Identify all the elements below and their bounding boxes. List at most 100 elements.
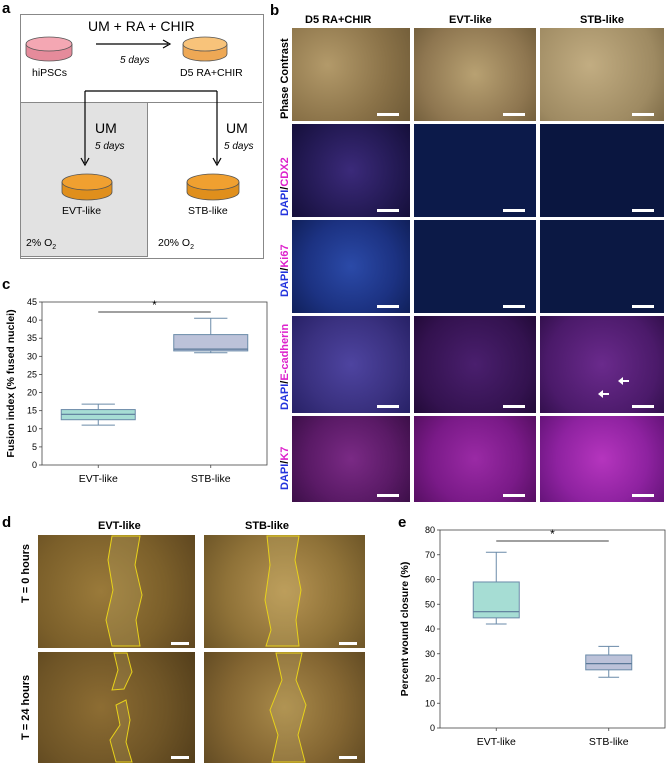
- micrograph-cdx2-d5: [292, 124, 410, 217]
- y-tick-label: 20: [27, 388, 37, 398]
- y-tick-label: 50: [425, 599, 435, 609]
- y-tick-label: 10: [27, 424, 37, 434]
- y-tick-label: 40: [425, 624, 435, 634]
- hipsc-label: hiPSCs: [32, 67, 68, 79]
- x-tick-label: EVT-like: [79, 473, 118, 485]
- hipsc-dish-icon: [25, 36, 73, 62]
- wound-outline-evt-24h: [109, 652, 133, 763]
- y-tick-label: 5: [32, 442, 37, 452]
- evt-dish-icon: [61, 173, 113, 201]
- significance-star: *: [550, 527, 555, 541]
- micrograph-phase-evt: [414, 28, 536, 121]
- stb-result-label: STB-like: [188, 205, 228, 217]
- wound-outline-stb-0h: [264, 535, 302, 647]
- y-axis-label: Percent wound closure (%): [399, 562, 411, 697]
- y-tick-label: 20: [425, 674, 435, 684]
- micrograph-k7-d5: [292, 416, 410, 502]
- box-STB-like: [585, 654, 633, 671]
- hypoxia-label: 2% O2: [26, 237, 57, 252]
- d5-dish-icon: [182, 36, 228, 62]
- panel-label-d: d: [2, 514, 12, 531]
- scale-bar: [377, 494, 399, 497]
- scale-bar: [503, 113, 525, 116]
- micrograph-ki67-d5: [292, 220, 410, 313]
- y-tick-label: 10: [425, 698, 435, 708]
- y-tick-label: 0: [430, 723, 435, 733]
- scale-bar: [377, 113, 399, 116]
- panel-label-e: e: [398, 514, 407, 531]
- arrow-left-icon: [618, 377, 629, 385]
- scale-bar: [503, 405, 525, 408]
- evt-result-label: EVT-like: [62, 205, 102, 217]
- scale-bar: [503, 305, 525, 308]
- scale-bar: [377, 305, 399, 308]
- y-tick-label: 70: [425, 550, 435, 560]
- left-duration-label: 5 days: [95, 141, 125, 152]
- scale-bar: [503, 494, 525, 497]
- d-col-header-evt: EVT-like: [98, 520, 141, 532]
- x-tick-label: STB-like: [191, 473, 231, 485]
- right-medium-label: UM: [226, 120, 248, 136]
- scale-bar: [632, 494, 654, 497]
- chart-wound-closure: 0 10 20 30 40 50 60 70 80 Percent wound closure (…: [399, 525, 666, 748]
- y-tick-label: 40: [27, 315, 37, 325]
- scale-bar: [171, 642, 189, 645]
- y-tick-label: 25: [27, 369, 37, 379]
- left-medium-label: UM: [95, 120, 117, 136]
- arrow-right-icon: [96, 39, 172, 49]
- y-tick-label: 15: [27, 406, 37, 416]
- stb-dish-icon: [186, 173, 240, 201]
- panel-label-b: b: [270, 2, 280, 19]
- panel-label-a: a: [2, 0, 11, 17]
- scale-bar: [377, 405, 399, 408]
- micrograph-cdx2-stb: [540, 124, 664, 217]
- d-col-header-stb: STB-like: [245, 520, 290, 532]
- scale-bar: [503, 209, 525, 212]
- panel-a-diagram: [25, 36, 240, 201]
- normoxia-label: 20% O2: [158, 237, 195, 252]
- scale-bar: [632, 305, 654, 308]
- wound-stb-0h: [204, 535, 365, 648]
- scale-bar: [632, 209, 654, 212]
- scale-bar: [632, 113, 654, 116]
- micrograph-phase-d5: [292, 28, 410, 121]
- scale-bar: [632, 405, 654, 408]
- micrograph-ki67-evt: [414, 220, 536, 313]
- scale-bar: [339, 642, 357, 645]
- scale-bar: [171, 756, 189, 759]
- y-axis-label: Fusion index (% fused nuclei): [5, 309, 17, 457]
- y-tick-label: 0: [32, 460, 37, 470]
- wound-stb-24h: [204, 652, 365, 763]
- micrograph-ki67-stb: [540, 220, 664, 313]
- wound-evt-0h: [38, 535, 195, 648]
- box-STB-like: [173, 334, 249, 352]
- col-header-stb: STB-like: [580, 14, 625, 26]
- top-condition-label: UM + RA + CHIR: [88, 18, 195, 34]
- arrow-left-icon: [598, 390, 609, 398]
- box-EVT-like: [472, 581, 520, 619]
- micrograph-k7-evt: [414, 416, 536, 502]
- chart-fusion-index: 0 5 10 15 20 25 30 35 40 45 Fusion index (% fused …: [5, 297, 268, 485]
- wound-outline-evt-0h: [105, 535, 143, 647]
- d5-label: D5 RA+CHIR: [180, 67, 243, 79]
- micrograph-ecad-d5: [292, 316, 410, 413]
- y-tick-label: 45: [27, 297, 37, 307]
- panel-label-c: c: [2, 276, 11, 293]
- y-tick-label: 60: [425, 575, 435, 585]
- micrograph-cdx2-evt: [414, 124, 536, 217]
- micrograph-phase-stb: [540, 28, 664, 121]
- wound-outline-stb-24h: [269, 652, 307, 763]
- y-tick-label: 35: [27, 333, 37, 343]
- scale-bar: [339, 756, 357, 759]
- x-tick-label: STB-like: [589, 736, 629, 748]
- plot-frame: [439, 529, 666, 729]
- x-tick-label: EVT-like: [477, 736, 516, 748]
- col-header-evt: EVT-like: [449, 14, 492, 26]
- y-tick-label: 80: [425, 525, 435, 535]
- stb-ecad-arrows: [598, 377, 629, 398]
- top-duration-label: 5 days: [120, 55, 150, 66]
- right-duration-label: 5 days: [224, 141, 254, 152]
- micrograph-ecad-evt: [414, 316, 536, 413]
- y-tick-label: 30: [27, 351, 37, 361]
- significance-star: *: [152, 298, 157, 312]
